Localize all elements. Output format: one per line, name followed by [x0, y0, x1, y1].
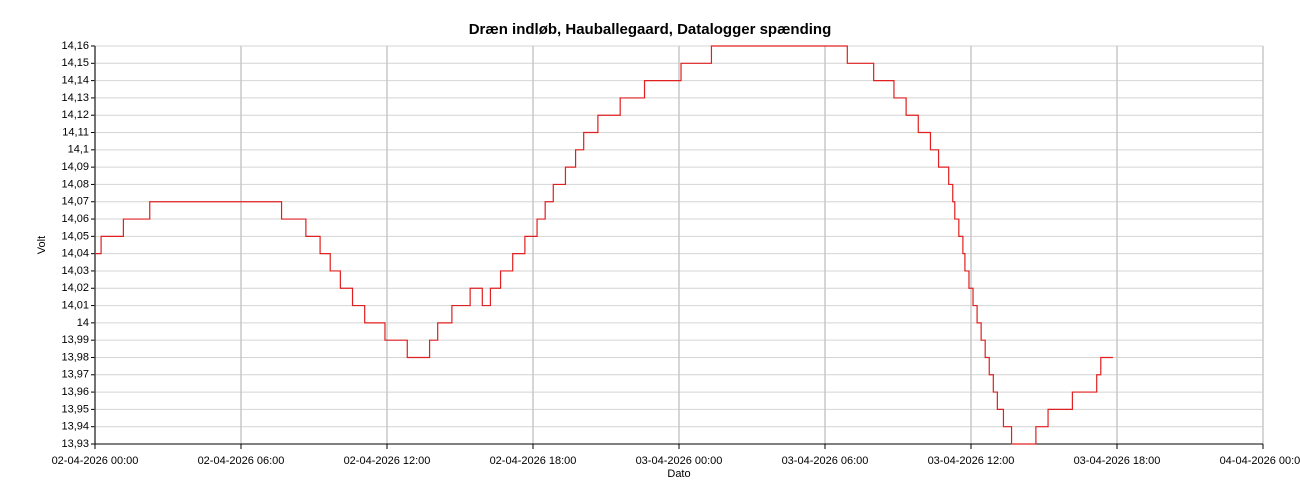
y-tick-label: 14,02 — [61, 282, 89, 294]
y-tick-label: 13,95 — [61, 403, 89, 415]
x-tick-label: 03-04-2026 06:00 — [782, 455, 869, 467]
y-tick-label: 14,15 — [61, 57, 89, 69]
y-tick-label: 13,93 — [61, 438, 89, 450]
y-tick-label: 13,98 — [61, 351, 89, 363]
y-tick-label: 14,07 — [61, 196, 89, 208]
x-tick-label: 03-04-2026 00:00 — [636, 455, 723, 467]
y-tick-label: 14,09 — [61, 161, 89, 173]
x-tick-label: 02-04-2026 18:00 — [490, 455, 577, 467]
data-line — [95, 45, 1113, 445]
y-tick-label: 14,12 — [61, 109, 89, 121]
y-tick-label: 14,08 — [61, 178, 89, 190]
x-tick-label: 02-04-2026 12:00 — [344, 455, 431, 467]
y-tick-label: 14,14 — [61, 75, 89, 87]
y-tick-label: 13,96 — [61, 386, 89, 398]
y-tick-label: 13,97 — [61, 369, 89, 381]
y-tick-label: 14 — [77, 317, 89, 329]
y-tick-label: 13,94 — [61, 421, 89, 433]
x-tick-label: 03-04-2026 18:00 — [1074, 455, 1161, 467]
y-tick-label: 14,03 — [61, 265, 89, 277]
y-tick-label: 13,99 — [61, 334, 89, 346]
y-axis-label: Volt — [36, 236, 48, 254]
y-tick-label: 14,01 — [61, 299, 89, 311]
chart-title: Dræn indløb, Hauballegaard, Datalogger s… — [469, 21, 832, 38]
x-tick-label: 02-04-2026 06:00 — [198, 455, 285, 467]
y-tick-label: 14,06 — [61, 213, 89, 225]
y-tick-label: 14,05 — [61, 230, 89, 242]
x-tick-label: 04-04-2026 00:00 — [1220, 455, 1300, 467]
x-tick-label: 03-04-2026 12:00 — [928, 455, 1015, 467]
y-tick-label: 14,11 — [62, 126, 89, 138]
y-tick-label: 14,1 — [68, 144, 89, 156]
y-tick-label: 14,04 — [61, 248, 89, 260]
x-axis-label: Dato — [667, 468, 690, 480]
y-tick-label: 14,13 — [61, 92, 89, 104]
y-tick-label: 14,16 — [61, 40, 89, 52]
x-tick-label: 02-04-2026 00:00 — [52, 455, 139, 467]
